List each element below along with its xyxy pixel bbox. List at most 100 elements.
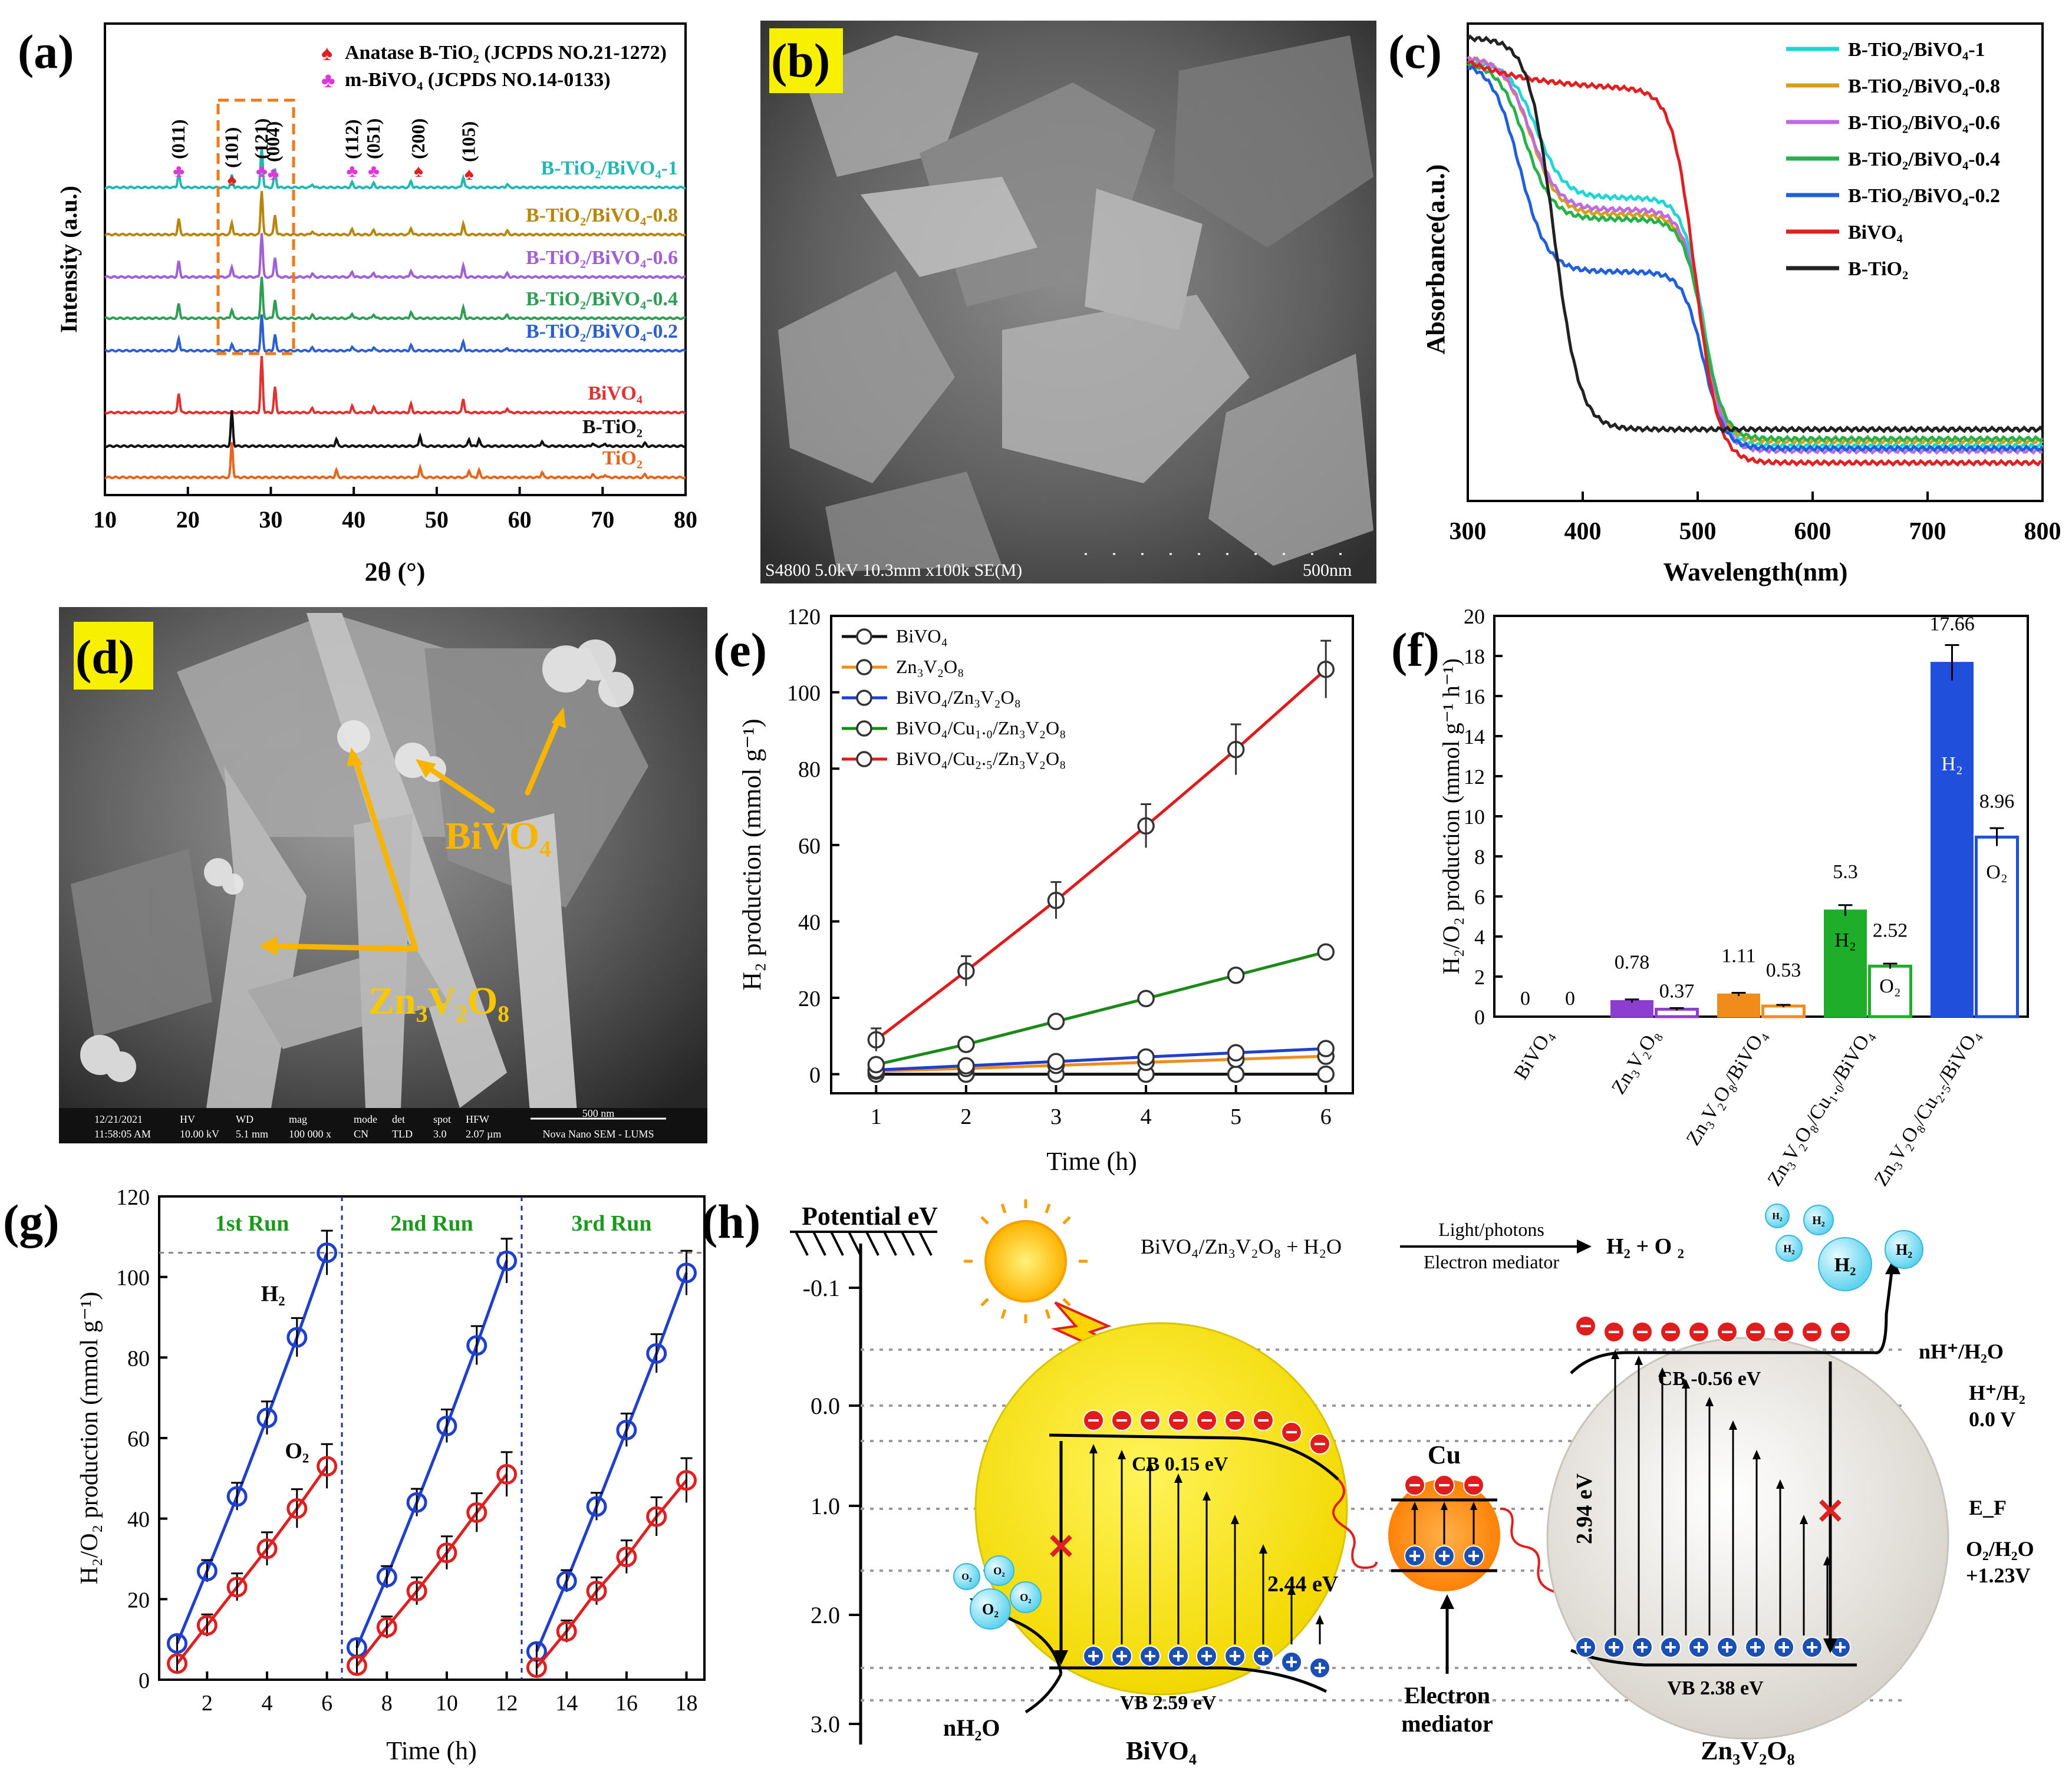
gas-bubble-label-5: O₂	[961, 1572, 971, 1582]
panel-e-plot: 0 20 40 60 80 100 120 1 2 3 4 5 6 BiVO₄ Zn₃V₂O₈ BiVO₄/Z…	[787, 605, 1335, 1129]
bivo4-excitation-arrows	[1089, 1444, 1324, 1644]
e-series-line-2	[876, 1047, 1326, 1071]
xrd-peak-label-6: (200)	[407, 118, 429, 159]
potential-axis-title: Potential eV	[802, 1202, 938, 1231]
gas-bubble-7	[1010, 1581, 1042, 1613]
g-xtick-label-1: 4	[261, 1691, 272, 1716]
sem-b-flakes	[778, 35, 1373, 572]
xrd-peak-marker-1: ♠	[227, 170, 236, 190]
bivo4-recombination-arrowhead	[1054, 1650, 1068, 1665]
znvo-excitation-arrows	[1611, 1350, 1831, 1635]
sem-d-scale-length: 500 nm	[582, 1107, 615, 1119]
panel-label-f: (f)	[1391, 623, 1439, 677]
g-run-label-1: 2nd Run	[390, 1211, 473, 1236]
sem-d-footer-val-5: TLD	[392, 1128, 413, 1140]
mediator-label-line2: mediator	[1401, 1710, 1493, 1737]
xrd-trace-label-1: B-TiO₂/BiVO₄-0.8	[526, 205, 678, 226]
e-legend-marker-2	[856, 690, 872, 706]
f-inbar-o2-3: O₂	[1879, 975, 1900, 997]
xrd-trace-label-5: BiVO₄	[588, 383, 643, 404]
e-point-3-2	[1047, 1013, 1065, 1030]
xrd-trace-label-7: TiO₂	[602, 447, 643, 469]
panel-g-xlabel: Time (h)	[386, 1736, 477, 1765]
bivo4-arrowhead-1	[1118, 1450, 1126, 1459]
panel-g-ylabel: H₂/O₂ production (mmol g⁻¹)	[76, 1292, 103, 1585]
e-legend-marker-3	[856, 720, 872, 737]
e-series-line-1	[876, 1054, 1326, 1073]
e-point-0-5	[1317, 1065, 1335, 1083]
uvvis-xtick-label-4: 700	[1909, 518, 1946, 545]
water-label: nH₂O	[943, 1714, 1000, 1741]
panel-a-ylabel: Intensity (a.u.)	[55, 186, 82, 333]
sem-d-footer-key-2: WD	[236, 1113, 253, 1125]
f-value-o2-2: 0.53	[1766, 959, 1801, 981]
cu-charges	[1404, 1475, 1484, 1567]
panel-f-plot: 0 2 4 6 8 10 12 14 16 18 20 0 0 BiVO₄ 0.78 0.37 Zn₃V₂O₈ 1…	[1464, 605, 2019, 1190]
gas-bubble-1	[1803, 1205, 1834, 1235]
sem-d-footer-key-5: det	[392, 1113, 405, 1125]
g-point-1-2-4	[646, 1506, 667, 1527]
panel-f-ylabel: H₂/O₂ production (mmol g⁻¹ h⁻¹)	[1438, 658, 1464, 974]
sem-d-footer-text: 12/21/2021 11:58:05 AM HV 10.00 kV WD 5.1 mm m…	[94, 1107, 666, 1140]
f-bar-h2-4	[1931, 662, 1974, 1018]
legend-marker-bivo4: ♣	[321, 68, 335, 92]
g-point-0-2-4	[646, 1343, 667, 1364]
sem-d-footer-val-3: 100 000 x	[289, 1128, 331, 1140]
gas-bubble-0	[1765, 1203, 1790, 1228]
sem-d-instrument: Nova Nano SEM - LUMS	[543, 1128, 654, 1140]
gas-bubble-5	[953, 1563, 980, 1590]
sem-d-footer-val-1: 10.00 kV	[180, 1128, 219, 1140]
e-legend-label-4: BiVO₄/Cu₂.₅/Zn₃V₂O₈	[896, 748, 1066, 769]
h2-evolution-arrowhead	[1885, 1258, 1900, 1274]
g-ytick-label-3: 60	[127, 1427, 150, 1452]
e-xtick-label-2: 3	[1050, 1104, 1062, 1129]
xrd-xtick-label-6: 70	[591, 506, 614, 533]
f-bar-o2-2	[1761, 1004, 1806, 1018]
znvo-cb-label: CB -0.56 eV	[1658, 1368, 1761, 1390]
g-point-0-1-3	[436, 1416, 457, 1436]
f-inbar-o2-4: O₂	[1986, 861, 2007, 883]
f-ytick-label-9: 18	[1464, 645, 1485, 668]
panel-c-xlabel: Wavelength(nm)	[1663, 558, 1848, 586]
bivo4-gap-label: 2.44 eV	[1267, 1572, 1339, 1597]
panel-d-label-box	[74, 622, 153, 690]
g-point-1-2-5	[676, 1470, 697, 1491]
g-point-0-2-3	[616, 1419, 637, 1440]
g-xtick-label-6: 14	[555, 1691, 578, 1716]
panel-a-x-axis: 10 20 30 40 50 60 70 80	[93, 487, 697, 533]
cu-arrowhead-2	[1470, 1502, 1477, 1510]
e-xtick-label-1: 2	[960, 1104, 971, 1129]
sem-d-label-znvo: Zn₃V₂O₈	[368, 980, 509, 1023]
g-point-0-0-5	[317, 1242, 338, 1264]
e-point-3-5	[1317, 943, 1335, 961]
xrd-peak-marker-5: ♣	[368, 161, 380, 181]
bivo4-name: BiVO₄	[1126, 1736, 1197, 1765]
panel-label-a: (a)	[18, 25, 74, 78]
gas-bubble-label-1: H₂	[1812, 1214, 1825, 1227]
xrd-peak-marker-0: ♣	[173, 161, 185, 181]
e-point-3-3	[1137, 990, 1155, 1008]
e-ytick-label-6: 120	[787, 605, 821, 629]
e-legend-marker-0	[856, 628, 872, 645]
f-ytick-label-5: 10	[1464, 805, 1485, 829]
e-xtick-label-0: 1	[871, 1104, 882, 1129]
f-category-label-3: Zn₃V₂O₈/Cu₁.₀/BiVO₄	[1764, 1026, 1878, 1190]
g-point-0-2-2	[586, 1496, 607, 1517]
g-run-label-0: 1st Run	[215, 1211, 289, 1236]
e-ytick-label-3: 60	[798, 834, 821, 859]
gas-bubble-label-0: H₂	[1772, 1212, 1782, 1222]
sem-d-footer-val-4: CN	[354, 1128, 368, 1140]
f-category-label-4: Zn₃V₂O₈/Cu₂.₅/BiVO₄	[1870, 1026, 1985, 1190]
panel-d-sem-image: (d) BiVO₄ Zn₃V₂O₈ 12/21/2021 11:58:05 AM H…	[59, 607, 707, 1143]
g-line-0-1	[355, 1260, 508, 1648]
uvvis-xtick-label-0: 300	[1450, 518, 1487, 545]
f-bar-o2-3	[1868, 964, 1912, 1018]
xrd-peak-label-2: (121)	[251, 118, 272, 159]
bivo4-cb-label: CB 0.15 eV	[1132, 1453, 1228, 1475]
panel-a-frame	[104, 22, 687, 496]
sem-d-footer-val-7: 2.07 µm	[466, 1128, 501, 1140]
g-ytick-label-4: 80	[127, 1346, 150, 1371]
g-point-0-1-4	[466, 1335, 487, 1356]
panel-g-plot: 0 20 40 60 80 100 120 2 4 6 8 10 12 14 16 18 1st Run 2nd …	[116, 1185, 704, 1716]
bivo4-arrowhead-3	[1174, 1473, 1182, 1483]
